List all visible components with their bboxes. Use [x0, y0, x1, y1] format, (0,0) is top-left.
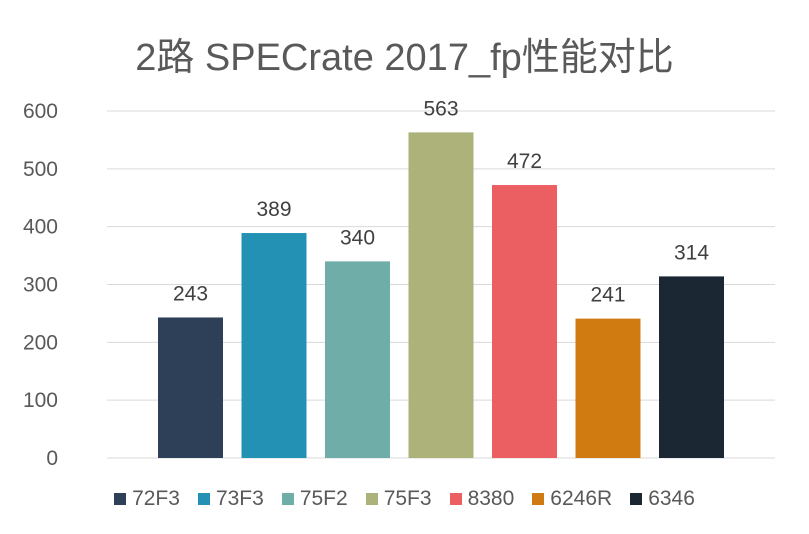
- bar-6346: [659, 276, 724, 458]
- legend-label: 75F2: [299, 487, 348, 510]
- legend-label: 72F3: [132, 487, 180, 510]
- bar-72f3: [158, 317, 223, 458]
- legend-label: 6346: [648, 487, 695, 510]
- legend-item-73f3: 73F3: [197, 487, 264, 511]
- data-label-6246r: 241: [590, 284, 625, 307]
- y-tick-label: 0: [46, 447, 58, 470]
- legend-label: 75F3: [383, 487, 432, 510]
- legend-swatch: [449, 493, 462, 505]
- legend-item-72f3: 72F3: [114, 487, 180, 511]
- legend-swatch: [630, 493, 643, 505]
- data-label-75f2: 340: [340, 226, 375, 249]
- bars: [158, 132, 724, 459]
- data-label-8380: 472: [507, 150, 542, 173]
- y-tick-label: 600: [23, 100, 58, 123]
- legend-label: 8380: [467, 487, 515, 510]
- legend-swatch: [532, 493, 545, 505]
- bar-8380: [492, 185, 557, 458]
- data-label-75f3: 563: [423, 97, 458, 120]
- y-axis-ticks: 0 100 200 300 400 500 600: [23, 100, 58, 470]
- legend-label: 6246R: [550, 487, 613, 510]
- y-tick-label: 200: [23, 331, 58, 354]
- bar-75f3: [408, 132, 474, 459]
- legend: 72F3 73F3 75F2 75F3 8380 6246R 6346: [0, 487, 809, 511]
- data-label-72f3: 243: [173, 282, 208, 305]
- y-tick-label: 100: [23, 389, 58, 412]
- legend-item-75f2: 75F2: [281, 487, 348, 511]
- legend-item-6346: 6346: [630, 487, 695, 511]
- legend-label: 73F3: [215, 487, 264, 510]
- data-label-6346: 314: [674, 241, 709, 264]
- legend-item-8380: 8380: [449, 487, 515, 511]
- y-tick-label: 400: [23, 216, 58, 239]
- legend-swatch: [281, 493, 294, 505]
- legend-item-75f3: 75F3: [365, 487, 432, 511]
- data-labels: 243 389 340 563 472 241 314: [173, 97, 709, 306]
- y-tick-label: 500: [23, 158, 58, 181]
- chart-title: 2路 SPECrate 2017_fp性能对比: [135, 37, 674, 79]
- bar-75f2: [325, 261, 390, 458]
- bar-73f3: [241, 233, 307, 458]
- data-label-73f3: 389: [256, 198, 291, 221]
- legend-swatch: [365, 493, 378, 505]
- bar-6246r: [575, 318, 641, 458]
- legend-swatch: [114, 493, 127, 505]
- y-tick-label: 300: [23, 274, 58, 297]
- legend-item-6246r: 6246R: [532, 487, 612, 511]
- legend-swatch: [197, 493, 210, 505]
